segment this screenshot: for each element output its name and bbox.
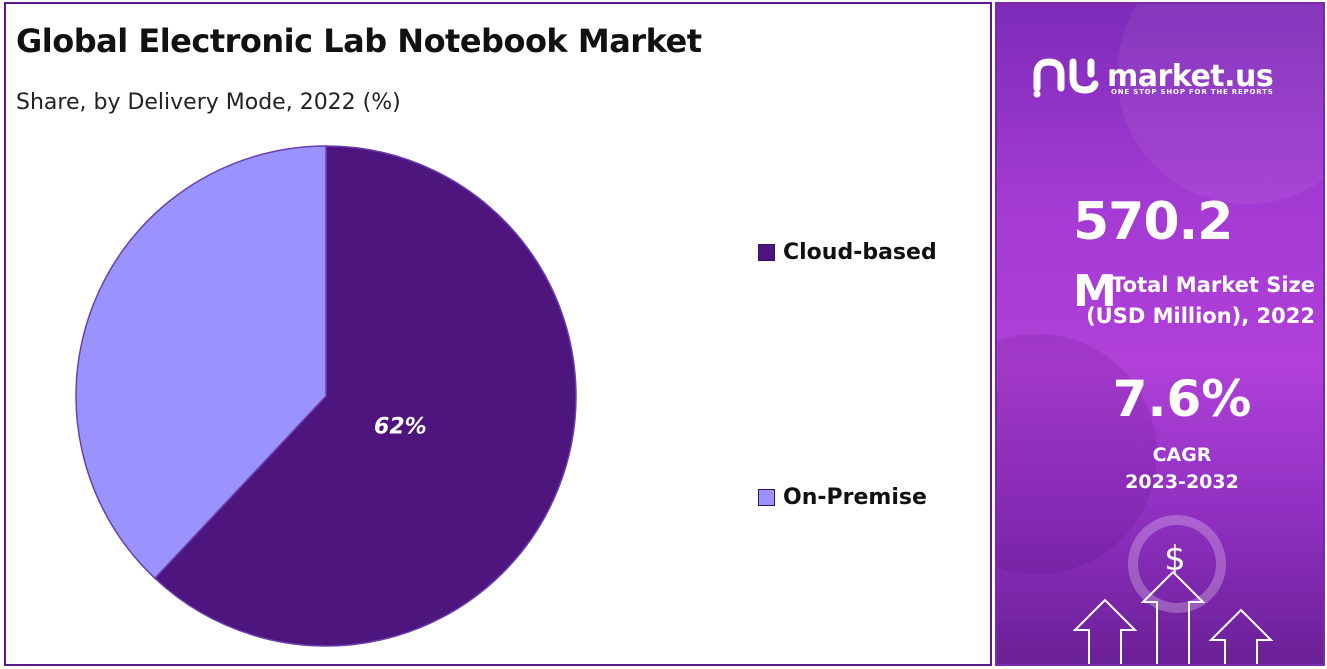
legend-swatch-cloud-based bbox=[758, 244, 775, 261]
legend-label-cloud-based: Cloud-based bbox=[783, 240, 937, 265]
brand-tagline: ONE STOP SHOP FOR THE REPORTS bbox=[1111, 88, 1274, 96]
brand-name: market.us bbox=[1107, 58, 1274, 94]
arrow-up-icon bbox=[1072, 570, 1274, 664]
chart-panel: Global Electronic Lab Notebook Market Sh… bbox=[4, 2, 992, 666]
legend-item-cloud-based: Cloud-based bbox=[758, 240, 937, 265]
dollar-coin-icon bbox=[1128, 515, 1226, 613]
pie-slice-on-premise bbox=[75, 145, 327, 580]
chart-title: Global Electronic Lab Notebook Market bbox=[16, 22, 702, 60]
growth-illustration: $ bbox=[1072, 515, 1274, 664]
pie-slice-cloud-based bbox=[153, 145, 577, 647]
market-us-logo-icon bbox=[1033, 58, 1099, 98]
market-summary-panel: $ market.us ONE STOP SHOP FOR THE REPORT… bbox=[995, 2, 1325, 666]
pie-chart: 62% bbox=[75, 145, 577, 647]
legend-label-on-premise: On-Premise bbox=[783, 485, 927, 510]
market-us-brand: market.us bbox=[1033, 54, 1274, 98]
legend-swatch-on-premise bbox=[758, 489, 775, 506]
chart-subtitle: Share, by Delivery Mode, 2022 (%) bbox=[16, 90, 401, 115]
market-size-value: 570.2 bbox=[1073, 192, 1233, 252]
data-label-cloud-based: 62% bbox=[374, 414, 427, 439]
cagr-period: 2023-2032 bbox=[1125, 471, 1239, 493]
market-size-label-line1: Total Market Size bbox=[1111, 273, 1315, 297]
cagr-value: 7.6% bbox=[1112, 370, 1252, 428]
market-size-label: Total Market Size (USD Million), 2022 bbox=[1075, 270, 1315, 332]
market-size-unit: M bbox=[1073, 266, 1117, 317]
cagr-label-line1: CAGR bbox=[1152, 444, 1212, 466]
legend-item-on-premise: On-Premise bbox=[758, 485, 927, 510]
dollar-icon: $ bbox=[1164, 539, 1186, 579]
market-size-label-line2: (USD Million), 2022 bbox=[1086, 304, 1315, 328]
cagr-label: CAGR 2023-2032 bbox=[997, 442, 1323, 496]
